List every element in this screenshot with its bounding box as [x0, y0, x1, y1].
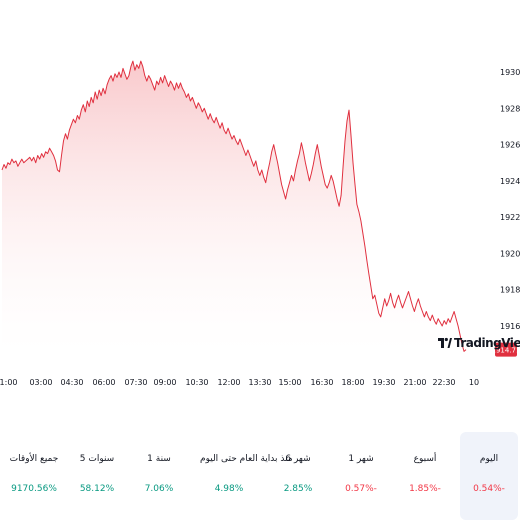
x-tick-label: 04:30: [60, 378, 83, 387]
performance-period-label: 1 شهر: [348, 454, 374, 464]
x-tick-label: 13:30: [248, 378, 271, 387]
x-tick-label: 21:00: [403, 378, 426, 387]
area-layer: [2, 61, 466, 352]
tradingview-logo[interactable]: TradingView: [438, 334, 520, 352]
x-tick-label: 10: [469, 378, 479, 387]
performance-tab[interactable]: 6 شهر 2.85%: [269, 432, 327, 520]
performance-tab[interactable]: 1 شهر 0.57%-: [332, 432, 390, 520]
y-axis: 1930.00 1928.00 1926.00 1924.00 1922.00 1920.…: [500, 68, 520, 331]
x-tick-label: 07:30: [124, 378, 147, 387]
performance-tab[interactable]: منذ بداية العام حتى اليوم 4.98%: [200, 432, 293, 520]
y-tick-label: 1926.00: [500, 141, 520, 150]
performance-tab[interactable]: 1 سنة 7.06%: [130, 432, 188, 520]
performance-change-value: 9170.56%: [11, 484, 57, 494]
performance-change-value: 0.57%-: [345, 484, 377, 494]
y-tick-label: 1930.00: [500, 68, 520, 77]
y-tick-label: 1916.00: [500, 322, 520, 331]
price-area-fill: [2, 61, 466, 352]
y-tick-label: 1920.00: [500, 249, 520, 258]
performance-bar: اليوم 0.54%- أسبوع 1.85%- 1 شهر 0.57%- 6 شهر 2.…: [0, 432, 520, 520]
x-tick-label: 16:30: [310, 378, 333, 387]
x-tick-label: 10:30: [185, 378, 208, 387]
performance-period-label: أسبوع: [413, 454, 437, 464]
x-tick-label: 12:00: [217, 378, 240, 387]
y-tick-label: 1928.00: [500, 104, 520, 113]
performance-change-value: 4.98%: [214, 484, 244, 494]
performance-tab[interactable]: 5 سنوات 58.12%: [68, 432, 126, 520]
price-line: [1, 60, 467, 352]
performance-period-label: اليوم: [479, 454, 499, 464]
x-tick-label: 03:00: [29, 378, 52, 387]
performance-period-label: 5 سنوات: [79, 454, 115, 464]
performance-period-label: 6 شهر: [285, 454, 311, 464]
x-tick-label: 09:00: [153, 378, 176, 387]
last-price-badge: [495, 342, 517, 357]
x-tick-label: 22:30: [432, 378, 455, 387]
y-tick-label: 1922.00: [500, 213, 520, 222]
y-tick-label: 1918.00: [500, 286, 520, 295]
x-tick-label: 19:30: [372, 378, 395, 387]
performance-tab[interactable]: أسبوع 1.85%-: [396, 432, 454, 520]
performance-change-value: 0.54%-: [473, 484, 505, 494]
x-axis: 01:00 03:00 04:30 06:00 07:30 09:00 10:30 12:00…: [0, 378, 479, 387]
tradingview-logo-text: TradingView: [454, 336, 520, 350]
last-price-label: 1914.71: [492, 347, 520, 355]
performance-period-label: جميع الأوقات: [9, 454, 59, 464]
price-label-layer: 1914.71: [492, 342, 520, 357]
performance-change-value: 7.06%: [144, 484, 174, 494]
x-tick-label: 15:00: [278, 378, 301, 387]
line-layer: [1, 60, 467, 352]
performance-change-value: 58.12%: [79, 484, 115, 494]
x-tick-label: 18:00: [341, 378, 364, 387]
x-tick-label: 06:00: [92, 378, 115, 387]
performance-period-label: منذ بداية العام حتى اليوم: [200, 454, 293, 464]
y-tick-label: 1924.00: [500, 177, 520, 186]
performance-period-label: 1 سنة: [147, 454, 171, 464]
tradingview-logo-icon: [438, 337, 452, 348]
performance-change-value: 1.85%-: [409, 484, 441, 494]
x-tick-label: 01:00: [0, 378, 18, 387]
price-chart[interactable]: 1930.00 1928.00 1926.00 1924.00 1922.00 1920.…: [0, 0, 520, 400]
performance-change-value: 2.85%: [283, 484, 313, 494]
performance-tab[interactable]: جميع الأوقات 9170.56%: [5, 432, 63, 520]
chart-svg[interactable]: 1930.00 1928.00 1926.00 1924.00 1922.00 1920.…: [0, 0, 520, 400]
performance-tab[interactable]: اليوم 0.54%-: [460, 432, 518, 520]
